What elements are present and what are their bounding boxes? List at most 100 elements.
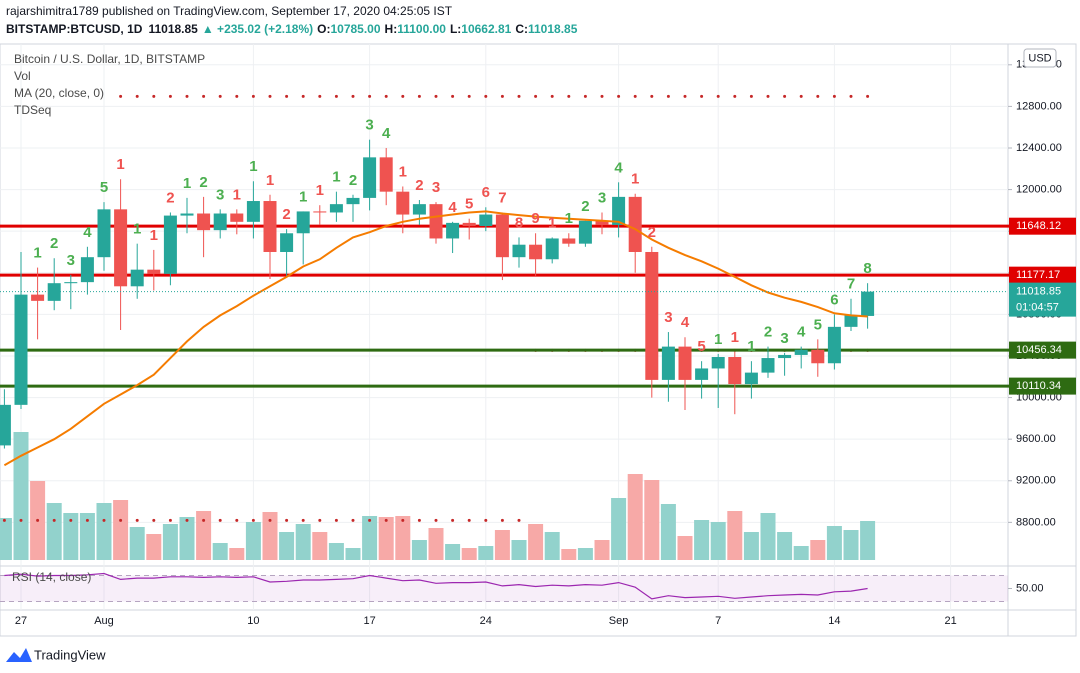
symbol: BITSTAMP:BTCUSD, 1D <box>6 22 143 36</box>
candle-body <box>346 197 360 205</box>
legend-tdseq: TDSeq <box>14 103 51 117</box>
candle-body <box>0 404 11 446</box>
brand-logo <box>6 648 32 662</box>
td-count: 5 <box>697 338 705 355</box>
countdown: 01:04:57 <box>1016 302 1059 314</box>
volume-bar <box>113 500 129 560</box>
axes: 8800.009200.009600.0010000.0010400.00108… <box>15 59 1076 627</box>
x-tick-label: Sep <box>609 615 629 627</box>
y-tick-label: 12800.00 <box>1016 100 1062 112</box>
candle-body <box>429 204 443 239</box>
candle-body <box>246 201 260 222</box>
volume-bar <box>312 532 328 560</box>
td-count: 2 <box>415 177 423 194</box>
candle-body <box>329 204 343 213</box>
candle-body <box>97 209 111 258</box>
td-count: 8 <box>863 260 871 277</box>
volume-bar <box>594 540 610 560</box>
last-price-label: 11018.85 <box>1016 286 1061 298</box>
ma-line <box>3 210 868 467</box>
td-count: 4 <box>382 125 391 142</box>
td-count: 1 <box>316 182 324 199</box>
level-label: 10456.34 <box>1016 344 1062 356</box>
volume-bar <box>96 503 112 560</box>
candle-body <box>114 209 128 287</box>
candle-body <box>213 213 227 231</box>
td-count: 5 <box>465 196 473 213</box>
level-label: 11177.17 <box>1016 269 1060 281</box>
candle-body <box>163 215 177 274</box>
ohlc-value: 11100.00 <box>397 22 446 36</box>
volume-bar <box>262 512 278 560</box>
volume-bar <box>860 521 876 560</box>
level-box <box>1009 377 1076 395</box>
volume-bar <box>611 498 627 560</box>
volume-bar <box>212 543 228 560</box>
candle-body <box>711 357 725 369</box>
td-count: 1 <box>332 169 340 186</box>
td-count: 2 <box>648 224 656 241</box>
volume-bar <box>528 524 544 560</box>
volume-bar <box>478 546 494 560</box>
td-count: 5 <box>814 316 822 333</box>
volume-bar <box>843 530 859 560</box>
candle-body <box>180 213 194 216</box>
level-label: 11648.12 <box>1016 220 1061 232</box>
x-tick-label: 10 <box>247 615 259 627</box>
td-count: 6 <box>482 184 490 201</box>
volume-bar <box>395 516 411 560</box>
ohlc-label: H: <box>385 22 398 36</box>
td-count: 3 <box>365 117 373 134</box>
volume-bar <box>777 532 793 560</box>
td-count: 7 <box>847 276 855 293</box>
td-count: 1 <box>249 158 257 175</box>
y-tick-label: 8800.00 <box>1016 516 1056 528</box>
volume-bar <box>295 524 311 560</box>
candle-body <box>379 157 393 192</box>
candle-body <box>827 326 841 364</box>
candle-body <box>313 211 327 213</box>
rsi-tick-label: 50.00 <box>1016 582 1044 594</box>
candle-body <box>64 282 78 284</box>
td-count: 9 <box>531 210 539 227</box>
candle-body <box>396 191 410 215</box>
currency-box[interactable] <box>1023 48 1057 68</box>
volume-bar <box>760 513 776 560</box>
td-count: 1 <box>116 156 124 173</box>
legend-title: Bitcoin / U.S. Dollar, 1D, BITSTAMP <box>14 52 205 66</box>
td-count: 3 <box>598 189 606 206</box>
td-count: 2 <box>349 172 357 189</box>
volume-bar <box>561 549 577 560</box>
volume-bar <box>810 540 826 560</box>
td-count: 2 <box>764 324 772 341</box>
volume-bar <box>511 540 527 560</box>
td-count: 3 <box>67 252 75 269</box>
candle-body <box>861 291 875 316</box>
volume-bar <box>644 480 660 560</box>
td-count: 1 <box>731 329 739 346</box>
level-box <box>1009 341 1076 359</box>
candle-body <box>80 257 94 283</box>
volume-bar <box>362 516 378 560</box>
td-count: 8 <box>515 214 523 231</box>
last: 11018.85 <box>148 22 198 36</box>
candle-body <box>412 204 426 215</box>
candle-body <box>844 315 858 327</box>
volume-bar <box>411 540 427 560</box>
td-count: 3 <box>216 186 224 203</box>
volume-bar <box>345 548 361 560</box>
volume-bar <box>793 546 809 560</box>
td-count: 4 <box>797 324 806 341</box>
candle-body <box>130 269 144 287</box>
x-tick-label: Aug <box>94 615 114 627</box>
td-count: 7 <box>498 189 506 206</box>
symbol-line: BITSTAMP:BTCUSD, 1D 11018.85 ▲ +235.02 (+2… <box>6 22 578 36</box>
y-tick-label: 9200.00 <box>1016 475 1056 487</box>
td-count: 2 <box>166 189 174 206</box>
candle-body <box>761 358 775 373</box>
volume-bar <box>494 530 510 560</box>
currency[interactable]: USD <box>1028 52 1051 64</box>
ohlc-value: 10785.00 <box>330 22 380 36</box>
